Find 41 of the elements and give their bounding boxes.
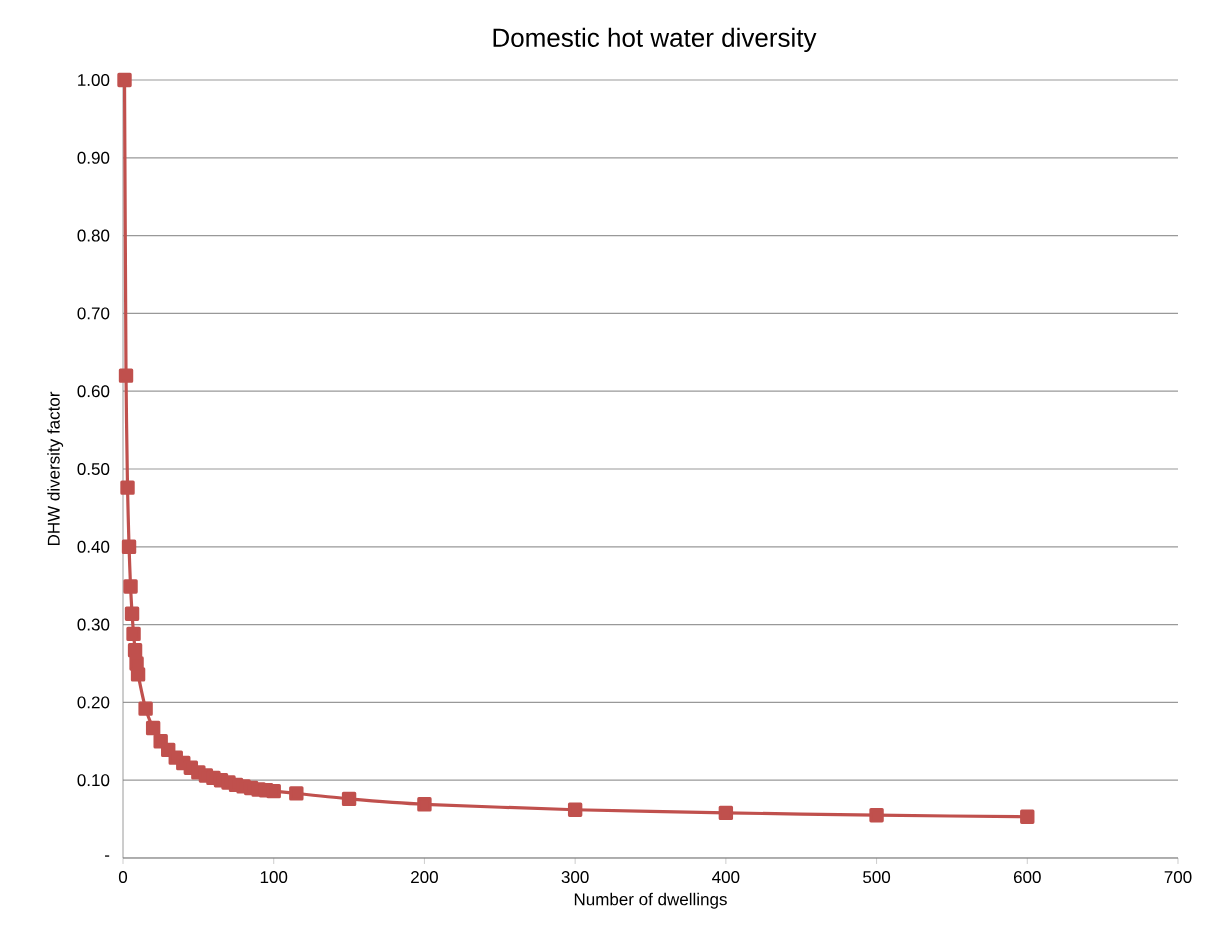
point xyxy=(341,791,357,807)
point xyxy=(138,701,153,716)
point xyxy=(289,786,304,801)
point xyxy=(123,579,138,594)
x-tick-label: 500 xyxy=(863,871,891,884)
point xyxy=(117,72,132,88)
point xyxy=(266,783,281,799)
y-tick-label: 0.70 xyxy=(77,307,110,320)
y-tick-label: 0.30 xyxy=(77,618,110,631)
x-tick-label: 0 xyxy=(118,871,128,884)
y-tick-label: 0.80 xyxy=(77,229,110,242)
x-tick-label: 400 xyxy=(712,871,740,884)
point xyxy=(567,802,583,817)
x-tick-label: 100 xyxy=(260,871,288,884)
point xyxy=(121,539,137,554)
y-axis-title: DHW diversity factor xyxy=(47,391,64,546)
x-tick-label: 200 xyxy=(411,871,438,884)
point xyxy=(718,805,734,821)
x-tick-label: 300 xyxy=(561,871,589,884)
y-tick-label: 0.90 xyxy=(77,151,110,164)
point xyxy=(869,807,884,823)
y-tick-label: 0.40 xyxy=(77,540,110,553)
point xyxy=(130,667,146,682)
point xyxy=(118,368,134,383)
point xyxy=(1020,809,1035,824)
chart-title: Domestic hot water diversity xyxy=(493,27,817,53)
y-tick-label: 1.00 xyxy=(78,73,110,86)
x-tick-label: 700 xyxy=(1164,871,1192,884)
x-tick-label: 600 xyxy=(1013,871,1041,884)
point xyxy=(417,797,432,812)
y-tick-label: 0.60 xyxy=(77,385,110,398)
point xyxy=(127,643,143,658)
y-tick-label: 0.50 xyxy=(77,462,110,475)
x-axis-title: Number of dwellings xyxy=(574,892,727,909)
y-tick-label: - xyxy=(105,855,110,857)
y-tick-label: 0.20 xyxy=(77,696,110,709)
point xyxy=(145,720,161,736)
y-tick-label: 0.10 xyxy=(77,774,110,787)
point xyxy=(126,626,141,642)
point xyxy=(124,606,140,621)
point xyxy=(120,480,135,495)
